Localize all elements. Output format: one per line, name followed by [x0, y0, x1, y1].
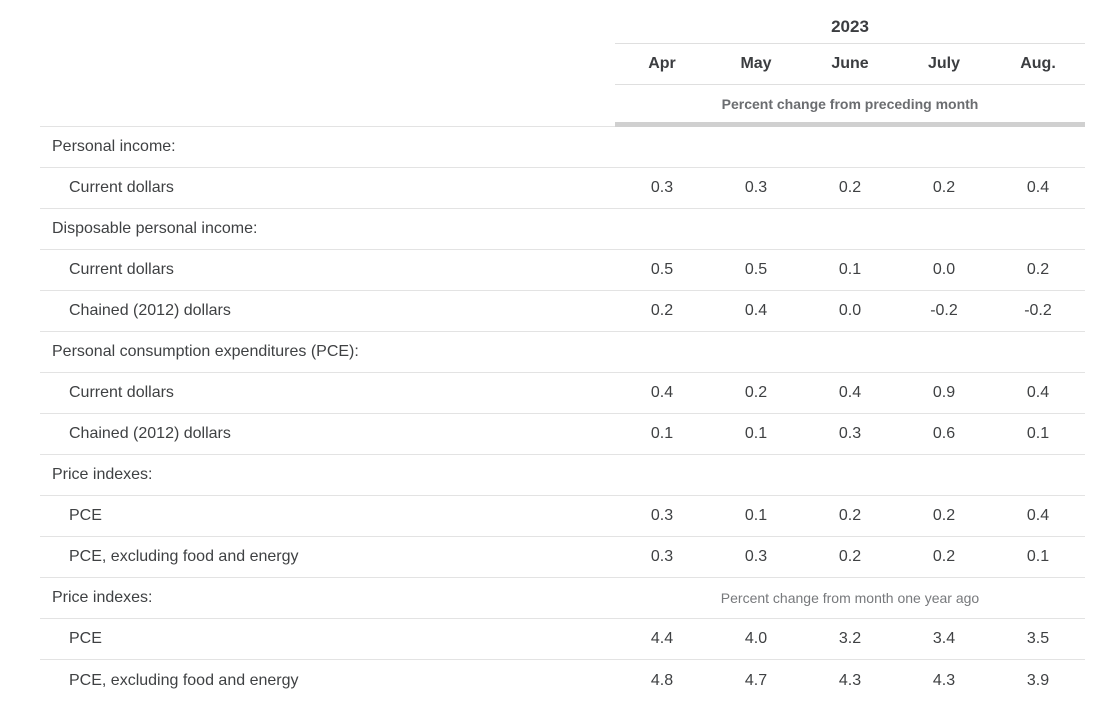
- value-aug: 0.1: [1026, 425, 1050, 442]
- value-apr: 0.5: [650, 261, 674, 278]
- unit-note: Percent change from preceding month: [615, 85, 1085, 127]
- value-june: 0.1: [838, 261, 862, 278]
- unit-note-row: Percent change from preceding month: [40, 85, 1085, 127]
- value-apr: 0.3: [650, 507, 674, 524]
- value-aug: 3.9: [1026, 671, 1050, 689]
- value-may: 0.1: [744, 507, 768, 524]
- value-june: 0.2: [838, 507, 862, 524]
- column-header-apr: Apr: [648, 55, 676, 72]
- column-header-aug: Aug.: [1020, 55, 1056, 72]
- value-aug: -0.2: [1024, 302, 1052, 319]
- value-june: 0.3: [838, 425, 862, 442]
- table-row-section: Personal consumption expenditures (PCE):: [40, 332, 1085, 373]
- month-header-group: Apr May June July Aug.: [615, 44, 1085, 85]
- value-may: 0.1: [744, 425, 768, 442]
- value-may: 0.4: [744, 302, 768, 319]
- value-june: 0.2: [838, 548, 862, 565]
- year-label: 2023: [615, 0, 1085, 44]
- value-july: 0.2: [932, 548, 956, 565]
- value-july: 3.4: [932, 630, 956, 647]
- row-label: Disposable personal income:: [52, 220, 258, 237]
- value-aug: 0.4: [1026, 507, 1050, 524]
- table-row: PCE, excluding food and energy 0.3 0.3 0…: [40, 537, 1085, 578]
- value-july: 0.2: [932, 179, 956, 196]
- value-apr: 0.1: [650, 425, 674, 442]
- row-label: PCE: [69, 630, 102, 647]
- table-row: Current dollars 0.4 0.2 0.4 0.9 0.4: [40, 373, 1085, 414]
- value-july: 0.2: [932, 507, 956, 524]
- label-column-spacer: [40, 0, 615, 44]
- table-row: Chained (2012) dollars 0.1 0.1 0.3 0.6 0…: [40, 414, 1085, 455]
- table-row: Current dollars 0.5 0.5 0.1 0.0 0.2: [40, 250, 1085, 291]
- row-label: PCE, excluding food and energy: [69, 548, 299, 565]
- table-row: PCE, excluding food and energy 4.8 4.7 4…: [40, 660, 1085, 701]
- value-may: 4.0: [744, 630, 768, 647]
- value-june: 0.2: [838, 179, 862, 196]
- row-label: Personal income:: [52, 138, 176, 155]
- row-label: Personal consumption expenditures (PCE):: [52, 343, 359, 360]
- year-header-row: 2023: [40, 0, 1085, 44]
- table-row: PCE 4.4 4.0 3.2 3.4 3.5: [40, 619, 1085, 660]
- month-header-row: Apr May June July Aug.: [40, 44, 1085, 85]
- value-july: -0.2: [930, 302, 958, 319]
- value-aug: 0.4: [1026, 384, 1050, 401]
- column-header-june: June: [831, 55, 869, 72]
- value-july: 0.9: [932, 384, 956, 401]
- value-apr: 0.3: [650, 548, 674, 565]
- value-may: 0.3: [744, 179, 768, 196]
- row-label: Price indexes:: [52, 466, 153, 483]
- value-june: 0.4: [838, 384, 862, 401]
- row-label: Chained (2012) dollars: [69, 425, 231, 442]
- value-june: 0.0: [838, 302, 862, 319]
- value-july: 4.3: [932, 671, 956, 689]
- value-may: 0.2: [744, 384, 768, 401]
- value-apr: 0.2: [650, 302, 674, 319]
- label-column-spacer: [40, 85, 615, 127]
- value-apr: 4.4: [650, 630, 674, 647]
- value-may: 4.7: [744, 671, 768, 689]
- row-label: Current dollars: [69, 384, 174, 401]
- value-apr: 4.8: [650, 671, 674, 689]
- table-row-section: Personal income:: [40, 127, 1085, 168]
- column-header-july: July: [927, 55, 960, 72]
- table-row: Current dollars 0.3 0.3 0.2 0.2 0.4: [40, 168, 1085, 209]
- value-july: 0.6: [932, 425, 956, 442]
- value-june: 4.3: [838, 671, 862, 689]
- table-row-section: Price indexes:: [40, 455, 1085, 496]
- row-label: PCE, excluding food and energy: [69, 671, 299, 689]
- value-aug: 0.4: [1026, 179, 1050, 196]
- label-column-spacer: [40, 44, 615, 85]
- row-label: Current dollars: [69, 179, 174, 196]
- row-label: Chained (2012) dollars: [69, 302, 231, 319]
- table-row: Chained (2012) dollars 0.2 0.4 0.0 -0.2 …: [40, 291, 1085, 332]
- value-aug: 0.1: [1026, 548, 1050, 565]
- table-row-section: Price indexes: Percent change from month…: [40, 578, 1085, 619]
- value-aug: 0.2: [1026, 261, 1050, 278]
- value-july: 0.0: [932, 261, 956, 278]
- value-may: 0.3: [744, 548, 768, 565]
- row-label: Price indexes:: [52, 589, 153, 606]
- pce-income-table: 2023 Apr May June July Aug. Percent chan…: [40, 0, 1085, 701]
- table-row: PCE 0.3 0.1 0.2 0.2 0.4: [40, 496, 1085, 537]
- value-apr: 0.3: [650, 179, 674, 196]
- value-june: 3.2: [838, 630, 862, 647]
- row-label: PCE: [69, 507, 102, 524]
- table-row-section: Disposable personal income:: [40, 209, 1085, 250]
- year-ago-unit-note: Percent change from month one year ago: [720, 590, 980, 606]
- column-header-may: May: [740, 55, 772, 72]
- value-apr: 0.4: [650, 384, 674, 401]
- value-aug: 3.5: [1026, 630, 1050, 647]
- value-may: 0.5: [744, 261, 768, 278]
- row-label: Current dollars: [69, 261, 174, 278]
